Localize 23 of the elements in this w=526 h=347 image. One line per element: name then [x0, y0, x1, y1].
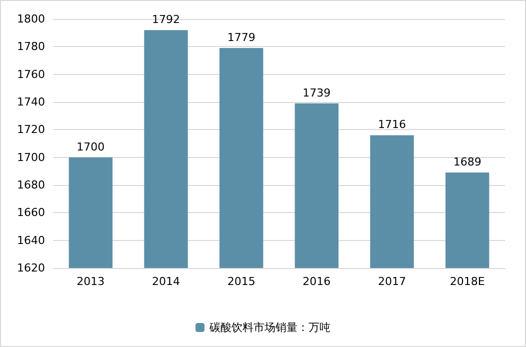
- y-tick-label: 1660: [17, 206, 45, 220]
- y-tick-label: 1780: [17, 40, 45, 54]
- y-tick-label: 1760: [17, 68, 45, 81]
- x-tick-label: 2014: [152, 275, 180, 288]
- y-tick-label: 1800: [17, 12, 45, 26]
- y-tick-label: 1640: [17, 234, 45, 247]
- data-label: 1739: [302, 86, 331, 100]
- y-tick-label: 1620: [17, 262, 45, 274]
- data-label: 1700: [76, 140, 105, 154]
- x-tick-label: 2013: [76, 275, 105, 288]
- y-tick-label: 1700: [17, 150, 45, 164]
- data-label: 1779: [227, 31, 256, 44]
- x-tick-label: 2015: [227, 275, 256, 288]
- x-tick-label: 2018E: [450, 275, 485, 288]
- data-label: 1716: [378, 118, 406, 132]
- data-label: 1689: [453, 156, 482, 169]
- y-tick-label: 1680: [17, 178, 45, 192]
- x-tick-label: 2017: [378, 275, 406, 288]
- y-tick-label: 1740: [17, 96, 45, 108]
- legend-label: 碳酸饮料市场销量：万吨: [208, 321, 330, 334]
- y-tick-label: 1720: [17, 123, 45, 136]
- data-label: 1792: [152, 13, 180, 26]
- x-tick-label: 2016: [302, 275, 331, 288]
